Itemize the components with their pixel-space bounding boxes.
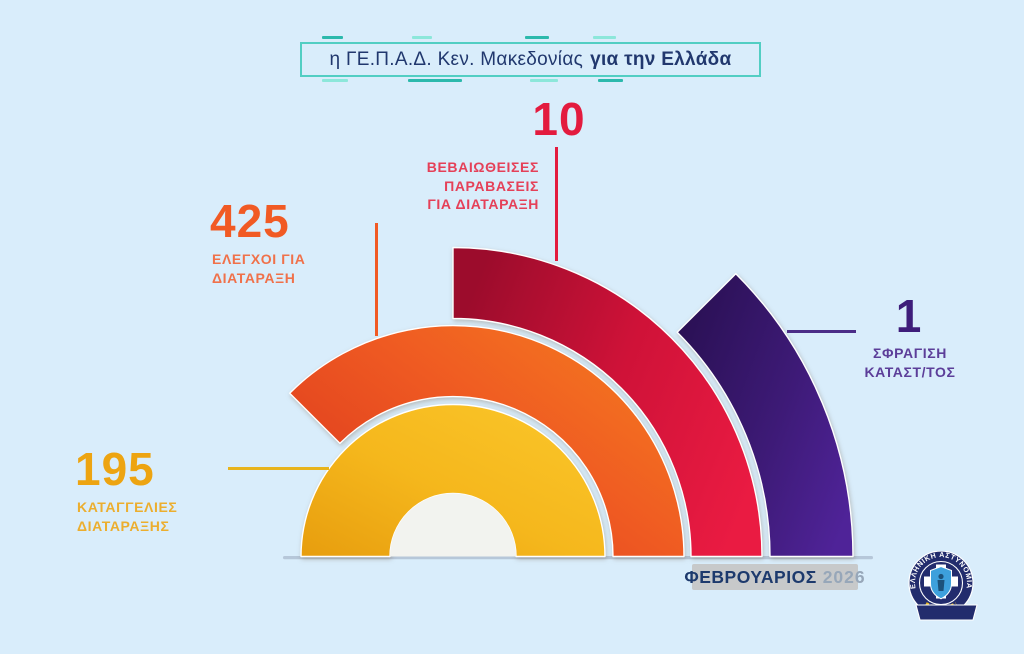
metric-label-line: ΠΑΡΑΒΑΣΕΙΣ [444,177,539,194]
metric-label-line: ΣΦΡΑΓΙΣΗ [873,345,947,361]
title-regular: η ΓΕ.Π.Α.Δ. Κεν. Μακεδονίας [329,48,584,70]
metric-value-sealings: 1 [895,290,923,342]
period-year: 2026 [822,566,866,587]
title-tick [322,36,343,39]
callout-line-complaints [228,467,329,470]
title-tick [412,36,432,39]
metric-label-line: ΔΙΑΤΑΡΑΞΗΣ [77,517,170,534]
title-tick [322,79,348,82]
metric-value-violations: 10 [532,93,586,145]
metric-label-violations: ΒΕΒΑΙΩΘΕΙΣΕΣ ΠΑΡΑΒΑΣΕΙΣ ΓΙΑ ΔΙΑΤΑΡΑΞΗ [410,158,539,214]
callout-line-sealings [787,330,856,333]
metric-value-complaints: 195 [75,443,155,495]
callout-line-violations [555,147,558,261]
title-tick [525,36,549,39]
metric-label-line: ΔΙΑΤΑΡΑΞΗ [212,269,296,286]
arc-checks [289,324,685,558]
hellenic-police-logo: ΕΛΛΗΝΙΚΗ ΑΣΤΥΝΟΜΙΑ [908,551,978,621]
page-title: η ΓΕ.Π.Α.Δ. Κεν. Μακεδονίας για την Ελλά… [300,42,761,77]
arc-violations [452,246,763,558]
metric-label-complaints: ΚΑΤΑΓΓΕΛΙΕΣ ΔΙΑΤΑΡΑΞΗΣ [77,498,177,535]
metric-label-sealings: ΣΦΡΑΓΙΣΗ ΚΑΤΑΣΤ/ΤΟΣ [852,344,968,381]
metric-label-line: ΒΕΒΑΙΩΘΕΙΣΕΣ [426,159,539,175]
metric-label-line: ΚΑΤΑΓΓΕΛΙΕΣ [77,499,178,515]
callout-line-checks [375,223,378,336]
metric-value-checks: 425 [210,195,290,247]
title-tick [530,79,558,82]
metric-label-line: ΕΛΕΓΧΟΙ ΓΙΑ [212,251,306,267]
title-tick [593,36,616,39]
metric-label-line: ΓΙΑ ΔΙΑΤΑΡΑΞΗ [427,196,539,212]
period-month: ΦΕΒΡΟΥΑΡΙΟΣ [684,566,817,587]
title-tick [598,79,623,82]
metric-label-line: ΚΑΤΑΣΤ/ΤΟΣ [864,363,956,380]
period-badge: ΦΕΒΡΟΥΑΡΙΟΣ 2026 [684,564,865,590]
center-half-disc [390,493,516,557]
title-bold: για την Ελλάδα [590,48,732,70]
title-tick [408,79,462,82]
metric-label-checks: ΕΛΕΓΧΟΙ ΓΙΑ ΔΙΑΤΑΡΑΞΗ [212,250,305,287]
logo-figure-icon [937,573,945,591]
logo-ribbon [915,604,978,621]
arc-sealings [676,273,854,558]
